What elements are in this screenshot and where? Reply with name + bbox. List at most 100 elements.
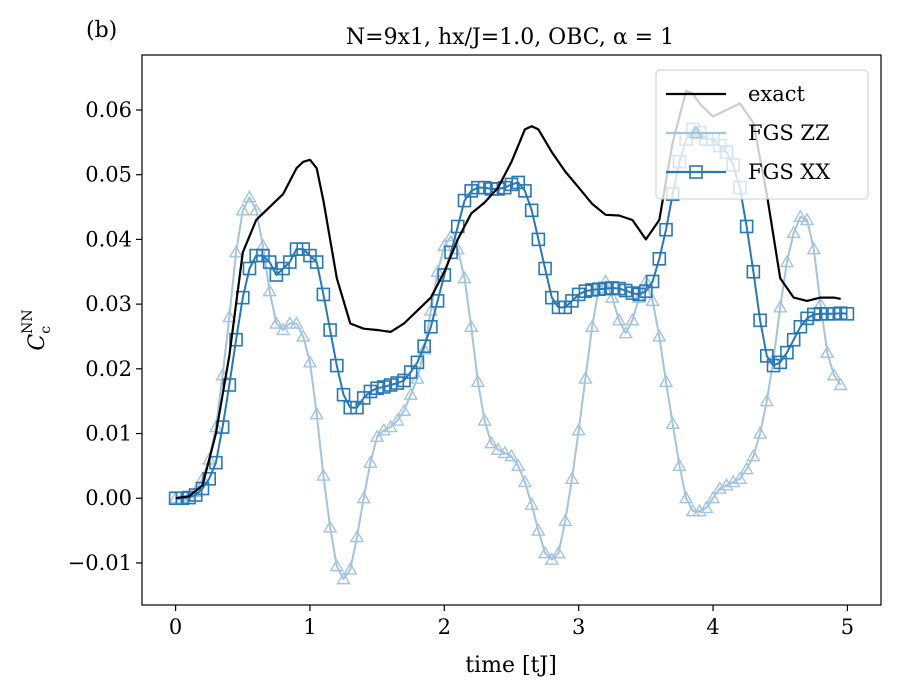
data-point-fgs-xx: [229, 332, 243, 347]
data-point-fgs-zz: [705, 490, 721, 504]
data-point-fgs-zz: [242, 189, 257, 203]
data-point-fgs-zz: [799, 212, 815, 226]
data-point-fgs-xx: [330, 358, 344, 373]
data-point-fgs-xx: [323, 323, 337, 337]
data-point-fgs-xx: [524, 203, 539, 218]
x-tick-label: 3: [572, 615, 585, 639]
data-point-fgs-zz: [490, 442, 506, 455]
data-point-fgs-zz: [652, 329, 667, 342]
data-point-fgs-zz: [752, 426, 768, 439]
data-point-fgs-xx: [652, 252, 667, 266]
data-point-fgs-xx: [645, 274, 660, 289]
legend-marker-fgs-xx: [689, 165, 703, 179]
data-point-fgs-zz: [793, 209, 808, 222]
data-point-fgs-xx: [410, 355, 425, 370]
legend-label-exact: exact: [748, 82, 806, 106]
data-point-fgs-zz: [504, 448, 519, 462]
y-tick-label: 0.00: [85, 486, 132, 510]
data-point-fgs-zz: [712, 481, 727, 494]
data-point-fgs-zz: [786, 225, 801, 239]
data-point-fgs-zz: [416, 342, 432, 355]
data-point-fgs-zz: [235, 202, 250, 216]
data-point-fgs-zz: [363, 455, 378, 468]
data-point-fgs-xx: [262, 255, 277, 269]
data-point-fgs-zz: [699, 500, 714, 514]
y-axis-label-main: CcNN: [20, 309, 54, 350]
x-tick-label: 5: [841, 615, 854, 639]
data-point-fgs-zz: [605, 290, 620, 303]
data-point-fgs-zz: [289, 316, 304, 329]
data-point-fgs-zz: [403, 387, 418, 400]
data-point-fgs-zz: [316, 468, 331, 481]
y-axis-label-superscript: NN: [20, 309, 36, 334]
data-point-fgs-xx: [336, 387, 351, 402]
data-point-fgs-xx: [316, 287, 331, 302]
data-point-fgs-zz: [329, 558, 345, 572]
data-point-fgs-xx: [424, 319, 438, 334]
data-point-fgs-zz: [497, 445, 512, 459]
data-point-fgs-xx: [780, 345, 794, 360]
data-point-fgs-zz: [511, 458, 526, 472]
data-point-fgs-zz: [228, 244, 244, 258]
data-point-fgs-xx: [659, 222, 673, 237]
data-point-fgs-xx: [242, 261, 257, 276]
data-point-fgs-zz: [672, 458, 687, 472]
data-point-fgs-zz: [356, 490, 371, 504]
data-point-fgs-zz: [578, 371, 593, 384]
data-point-fgs-xx: [417, 339, 431, 353]
data-point-fgs-zz: [423, 303, 439, 316]
x-axis: 0 1 2 3 4 5: [169, 605, 854, 639]
data-point-fgs-zz: [269, 316, 284, 329]
data-point-fgs-zz: [618, 325, 633, 339]
series-line-fgs-zz: [175, 196, 842, 581]
data-point-fgs-xx: [430, 294, 445, 308]
data-point-fgs-zz: [296, 329, 311, 342]
legend-box: [655, 69, 869, 200]
data-point-fgs-xx: [209, 455, 223, 470]
data-point-fgs-zz: [369, 429, 385, 442]
y-tick-label: 0.03: [85, 292, 132, 316]
data-point-fgs-zz: [249, 202, 264, 216]
x-tick-label: 2: [438, 615, 451, 639]
y-axis-label: CcNN: [20, 309, 54, 350]
data-point-fgs-zz: [759, 393, 774, 407]
legend-entry-fgs-xx: FGS XX: [666, 160, 830, 184]
legend-entries: exact FGS ZZ FGS XX: [666, 82, 830, 184]
data-point-fgs-zz: [551, 545, 566, 559]
plot-frame: [141, 54, 882, 606]
data-point-fgs-zz: [826, 367, 842, 381]
x-tick-label: 1: [303, 615, 316, 639]
data-point-fgs-zz: [584, 319, 600, 332]
data-point-fgs-zz: [322, 519, 338, 533]
data-point-fgs-zz: [457, 270, 472, 284]
data-point-fgs-zz: [336, 571, 351, 585]
data-point-fgs-zz: [779, 254, 795, 268]
data-point-fgs-zz: [564, 471, 580, 485]
data-point-fgs-zz: [396, 403, 412, 417]
data-point-fgs-zz: [645, 293, 660, 307]
legend-label-fgs-zz: FGS ZZ: [748, 121, 830, 145]
data-point-fgs-xx: [282, 255, 297, 269]
data-point-fgs-zz: [537, 545, 553, 559]
data-point-fgs-xx: [840, 307, 855, 321]
data-point-fgs-zz: [443, 228, 459, 242]
data-point-fgs-zz: [477, 413, 492, 426]
y-axis-label-symbol: C: [25, 334, 50, 351]
x-tick-label: 4: [706, 615, 719, 639]
data-point-fgs-zz: [343, 562, 358, 575]
data-point-fgs-zz: [739, 461, 754, 475]
data-point-fgs-zz: [658, 374, 674, 387]
chart-title: N=9x1, hx/J=1.0, OBC, α = 1: [346, 25, 674, 50]
data-point-fgs-zz: [470, 374, 486, 387]
series-fgs-xx: [168, 122, 855, 506]
data-point-fgs-zz: [531, 523, 546, 536]
data-point-fgs-zz: [678, 490, 694, 504]
legend: exact FGS ZZ FGS XX: [655, 69, 869, 200]
data-point-fgs-zz: [463, 319, 479, 332]
data-point-fgs-zz: [262, 283, 277, 297]
data-point-fgs-zz: [806, 241, 822, 255]
legend-marker-fgs-zz: [688, 125, 704, 139]
data-point-fgs-zz: [773, 299, 788, 313]
data-point-fgs-zz: [302, 354, 318, 368]
data-point-fgs-zz: [517, 474, 533, 488]
